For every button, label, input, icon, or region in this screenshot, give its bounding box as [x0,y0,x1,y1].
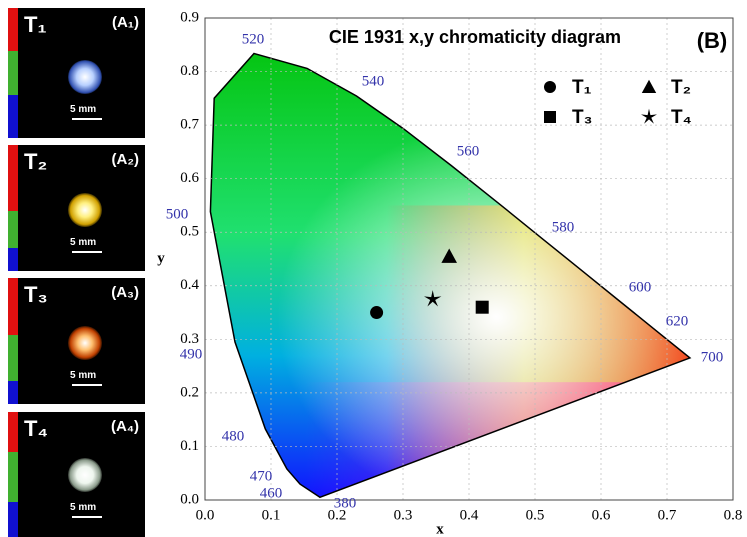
wavelength-label: 500 [166,206,189,222]
y-tick-label: 0.5 [180,224,199,240]
point [476,301,489,314]
x-tick-label: 0.0 [196,507,215,523]
x-tick-label: 0.1 [262,507,281,523]
panel-tag: (A₂) [112,151,140,168]
legend-marker [642,80,656,93]
page: T₁ (A₁) 5 mm T₂ (A₂) 5 mm T₃ (A₃) 5 mm T… [0,0,747,537]
wavelength-label: 480 [222,428,245,444]
panel-label: T₃ [24,282,48,308]
panel-label: T₁ [24,12,47,38]
scale-bar [72,118,102,120]
wavelength-label: 520 [242,31,265,47]
panel-label: T₂ [24,149,47,175]
legend-label: T₁ [572,77,592,98]
x-axis-label: x [436,521,444,537]
y-tick-label: 0.6 [180,170,199,186]
panel-label: T₄ [24,416,48,442]
x-tick-label: 0.4 [460,507,479,523]
x-tick-label: 0.7 [658,507,677,523]
legend-label: T₃ [572,107,592,128]
y-tick-label: 0.8 [180,63,199,79]
wavelength-label: 600 [629,279,652,295]
legend-marker [544,111,556,123]
scale-label: 5 mm [70,104,96,115]
scale-bar [72,516,102,518]
x-tick-label: 0.8 [724,507,743,523]
y-tick-label: 0.7 [180,117,199,133]
glow-spot [68,326,102,360]
y-tick-label: 0.1 [180,438,199,454]
glow-spot [68,193,102,227]
scale-label: 5 mm [70,237,96,248]
x-tick-label: 0.3 [394,507,413,523]
legend-label: T₂ [671,77,691,98]
scale-bar [72,384,102,386]
y-tick-label: 0.3 [180,331,199,347]
point [370,306,383,319]
photo-panel: T₃ (A₃) 5 mm [8,278,145,404]
scale-bar [72,251,102,253]
y-tick-label: 0.2 [180,384,199,400]
panel-tag: (A₁) [112,14,139,31]
panel-tag: (A₄) [111,418,139,435]
panel-tag: (A₃) [111,284,139,301]
x-tick-label: 0.5 [526,507,545,523]
wavelength-label: 560 [457,143,480,159]
x-tick-label: 0.6 [592,507,611,523]
glow-spot [68,458,102,492]
wavelength-label: 580 [552,219,575,235]
y-tick-label: 0.9 [180,9,199,25]
chart-title: CIE 1931 x,y chromaticity diagram [329,27,621,47]
glow-spot [68,60,102,94]
legend-marker [641,109,657,124]
wavelength-label: 470 [250,468,273,484]
wavelength-label: 540 [362,73,385,89]
wavelength-label: 460 [260,485,283,501]
y-tick-label: 0.0 [180,491,199,507]
wavelength-label: 620 [666,313,689,329]
legend-label: T₄ [671,107,692,128]
scale-label: 5 mm [70,370,96,381]
chart: CIE 1931 x,y chromaticity diagram (B) x … [147,0,747,537]
wavelength-label: 380 [334,495,357,511]
wavelength-label: 700 [701,349,724,365]
photo-panel: T₂ (A₂) 5 mm [8,145,145,271]
wavelength-label: 490 [180,346,203,362]
photo-panel: T₁ (A₁) 5 mm [8,8,145,138]
y-tick-label: 0.4 [180,277,199,293]
y-axis-label: y [157,250,165,266]
panel-label: (B) [697,28,728,53]
scale-label: 5 mm [70,502,96,513]
legend-marker [544,81,556,93]
photo-panel: T₄ (A₄) 5 mm [8,412,145,537]
